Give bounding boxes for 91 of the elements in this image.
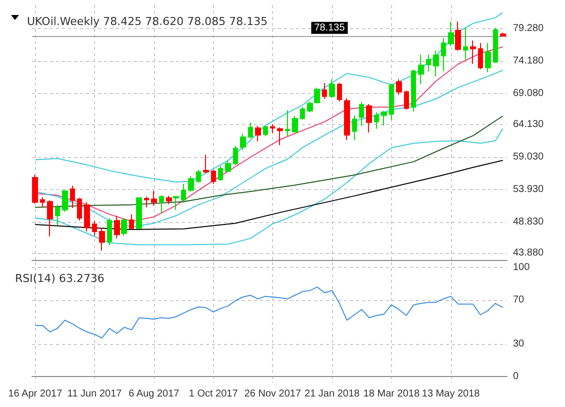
candlestick [196, 169, 201, 184]
candlestick [40, 196, 45, 208]
line-series [34, 286, 504, 338]
candlestick [248, 122, 253, 139]
candlestick [329, 78, 335, 98]
candlestick [485, 42, 491, 73]
candlestick [70, 185, 75, 208]
candlestick [374, 112, 379, 130]
candlestick [352, 114, 357, 141]
candlestick [500, 32, 506, 37]
y-tick-label: 64.130 [513, 119, 544, 130]
candlestick [107, 218, 112, 246]
x-tick-label: 16 Apr 2017 [8, 388, 63, 400]
candlestick [433, 50, 439, 78]
x-tick-label: 6 Aug 2017 [128, 388, 180, 400]
candlestick [441, 37, 446, 72]
candlestick [255, 126, 261, 142]
candlestick [225, 160, 231, 172]
candlestick [292, 116, 298, 133]
candlestick [418, 54, 424, 85]
candlestick [173, 195, 179, 210]
candlestick [92, 220, 97, 236]
y-tick-label: 70 [513, 294, 525, 306]
candlestick [240, 133, 246, 151]
candlestick [307, 100, 313, 113]
candlestick [478, 42, 483, 70]
y-tick-label: 79.280 [513, 23, 544, 34]
candlestick [99, 228, 105, 251]
candlestick [381, 110, 387, 126]
y-tick-label: 48.830 [513, 216, 544, 228]
y-tick-label: 100 [513, 262, 530, 273]
candlestick [129, 214, 134, 230]
line-series [34, 160, 504, 230]
line-series [34, 128, 504, 246]
candlestick [55, 204, 60, 226]
candlestick [211, 169, 216, 184]
candlestick [470, 40, 476, 64]
candlestick [114, 215, 120, 239]
candlestick [203, 154, 209, 174]
candlestick [263, 126, 268, 137]
candlestick [404, 90, 409, 110]
candlestick [84, 202, 90, 232]
x-tick-label: 13 May 2018 [422, 388, 480, 400]
x-tick-label: 26 Nov 2017 [244, 388, 302, 400]
line-series [34, 116, 504, 208]
candlestick [218, 166, 223, 182]
text: UKOil.Weekly 78.425 78.620 78.085 78.135 [27, 15, 268, 28]
candlestick [366, 103, 372, 133]
candlestick [389, 84, 394, 120]
candlestick [270, 124, 275, 134]
candlestick [181, 183, 186, 204]
x-tick-label: 11 Jun 2017 [67, 388, 122, 400]
x-tick-label: 21 Jan 2018 [304, 388, 360, 400]
candlestick [159, 194, 164, 214]
text: RSI(14) 63.2736 [15, 272, 104, 285]
y-tick-label: 43.880 [513, 248, 544, 259]
y-tick-label: 53.930 [513, 184, 544, 195]
y-tick-label: 0 [513, 370, 519, 382]
candlestick [47, 200, 53, 238]
candlestick [493, 27, 498, 64]
y-tick-label: 30 [513, 338, 525, 350]
candlestick [233, 145, 238, 166]
candlestick [166, 195, 172, 205]
y-tick-label: 69.080 [513, 88, 544, 99]
candlestick [188, 176, 194, 192]
candlestick [300, 106, 305, 120]
candlestick [344, 98, 350, 141]
x-tick-label: 18 Mar 2018 [363, 388, 420, 400]
y-tick-label: 59.030 [513, 152, 544, 163]
candlestick [136, 196, 142, 230]
candlestick [455, 20, 461, 52]
candlestick [285, 110, 290, 137]
candlestick [314, 86, 320, 104]
candlestick [121, 218, 127, 236]
candlestick [337, 82, 342, 102]
candlestick [151, 190, 157, 206]
candlestick [62, 190, 68, 212]
candlestick [448, 20, 454, 47]
y-tick-label: 74.180 [513, 55, 544, 66]
candlestick [463, 27, 468, 60]
candlestick [359, 102, 364, 127]
candlestick [426, 54, 431, 72]
ref-line-label: 78.135 [314, 22, 346, 34]
x-tick-label: 1 Oct 2017 [188, 388, 238, 400]
candlestick [144, 196, 149, 208]
candlestick [322, 82, 327, 100]
candlestick [396, 78, 402, 95]
candlestick [32, 174, 38, 204]
candlestick [77, 197, 82, 222]
candlestick [411, 69, 416, 112]
candlestick [277, 126, 283, 146]
